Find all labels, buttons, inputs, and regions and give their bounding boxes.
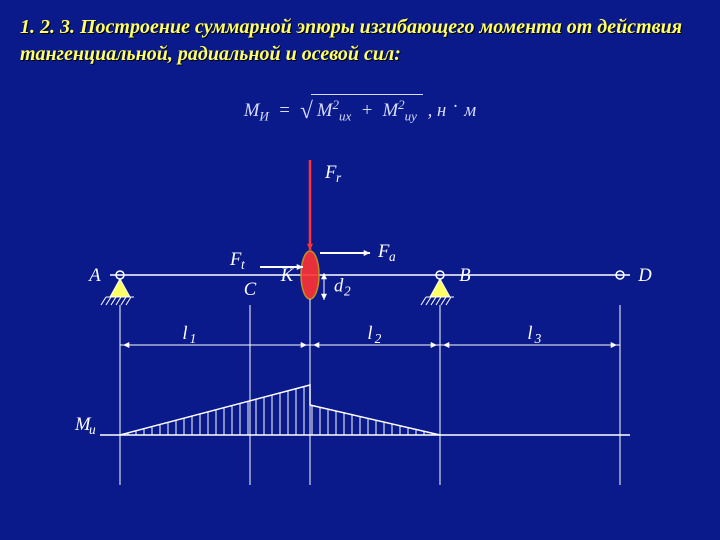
formula-eq: = bbox=[278, 100, 291, 121]
title-line2: тангенциальной, радиальной и осевой сил: bbox=[20, 43, 401, 65]
svg-text:D: D bbox=[637, 265, 652, 286]
term-miy: M2иy bbox=[383, 100, 417, 121]
formula-M: MИ bbox=[244, 100, 274, 121]
diagram-svg: FrFtFaKd2ACBDl1l2l3Mи bbox=[60, 155, 660, 515]
svg-text:и: и bbox=[89, 422, 96, 437]
svg-text:l: l bbox=[182, 323, 187, 344]
unit-m: м bbox=[464, 100, 476, 121]
slide-root: 1. 2. 3. Построение суммарной эпюры изги… bbox=[0, 0, 720, 540]
term-mix: M2иx bbox=[317, 100, 351, 121]
svg-text:C: C bbox=[244, 279, 257, 300]
svg-text:d: d bbox=[334, 276, 344, 297]
svg-text:1: 1 bbox=[190, 331, 197, 346]
slide-title: 1. 2. 3. Построение суммарной эпюры изги… bbox=[20, 14, 700, 68]
title-line1: 1. 2. 3. Построение суммарной эпюры изги… bbox=[20, 16, 682, 38]
formula: MИ = √ M2иx + M2иy , н · м bbox=[0, 94, 720, 125]
unit-dot: · bbox=[451, 96, 460, 117]
svg-text:t: t bbox=[241, 257, 245, 272]
svg-text:3: 3 bbox=[534, 331, 542, 346]
svg-text:K: K bbox=[280, 265, 295, 286]
svg-text:a: a bbox=[389, 249, 396, 264]
svg-text:B: B bbox=[459, 265, 470, 286]
svg-text:r: r bbox=[336, 170, 342, 185]
svg-text:2: 2 bbox=[344, 284, 351, 299]
svg-text:l: l bbox=[527, 323, 532, 344]
diagram: FrFtFaKd2ACBDl1l2l3Mи bbox=[60, 155, 660, 515]
svg-text:A: A bbox=[87, 265, 101, 286]
unit-n: , н bbox=[428, 100, 447, 121]
sqrt-body: M2иx + M2иy bbox=[311, 94, 423, 125]
svg-text:l: l bbox=[367, 323, 372, 344]
svg-text:2: 2 bbox=[375, 331, 382, 346]
